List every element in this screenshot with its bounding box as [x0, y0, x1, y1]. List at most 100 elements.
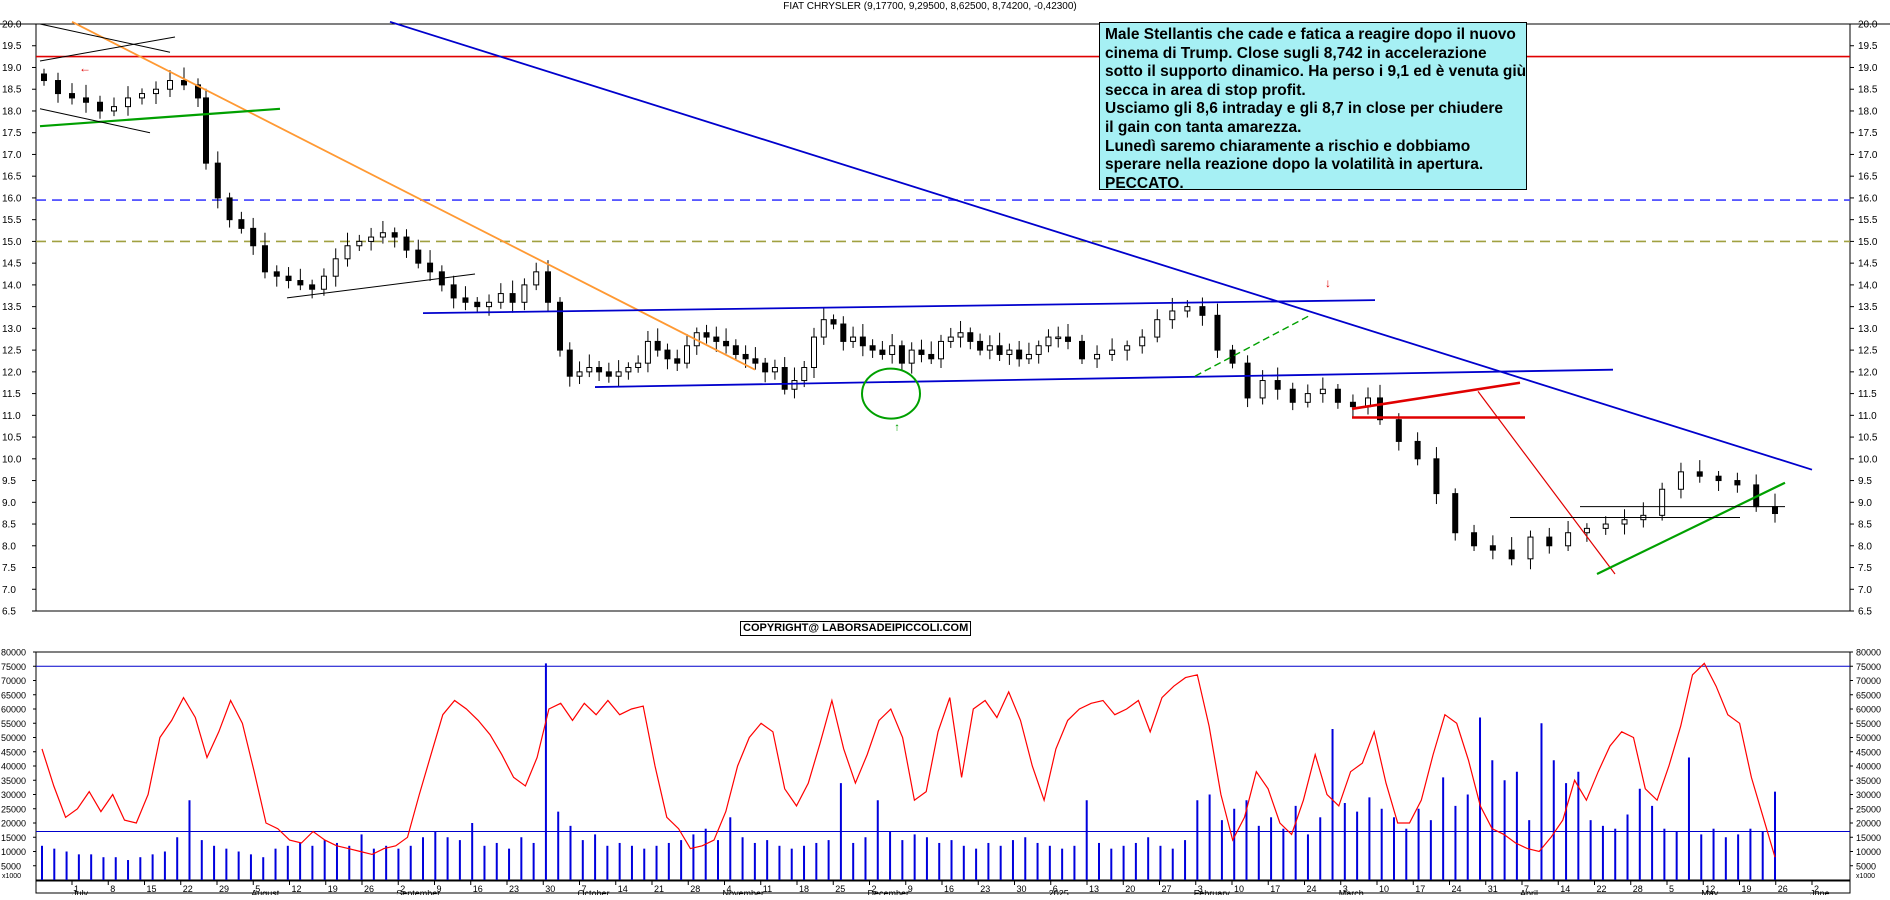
candle-body — [309, 284, 316, 290]
day-tick-label: 16 — [473, 884, 483, 894]
month-label: May — [1701, 888, 1719, 895]
candle-body — [1139, 336, 1146, 347]
day-tick-label: 25 — [835, 884, 845, 894]
price-tick-label-right: 8.5 — [1858, 520, 1872, 531]
day-tick-label: 3 — [1343, 884, 1348, 894]
candle-body — [181, 80, 187, 86]
volume-unit-label: x1000 — [2, 873, 21, 880]
day-tick-label: 14 — [618, 884, 628, 894]
candle-body — [533, 271, 540, 286]
candle-body — [1006, 349, 1013, 355]
candle-body — [596, 367, 603, 373]
volume-tick-label-right: 80000 — [1856, 648, 1881, 658]
price-tick-label-right: 18.0 — [1858, 106, 1878, 117]
candle-body — [1602, 523, 1609, 529]
day-tick-label: 15 — [147, 884, 157, 894]
price-tick-label-right: 17.5 — [1858, 128, 1878, 139]
day-tick-label: 13 — [1089, 884, 1099, 894]
volume-tick-label-left: 50000 — [1, 733, 26, 743]
candle-body — [474, 301, 481, 308]
day-tick-label: 19 — [1742, 884, 1752, 894]
candle-body — [986, 345, 993, 351]
day-tick-label: 5 — [255, 884, 260, 894]
volume-tick-label-right: 45000 — [1856, 747, 1881, 757]
candle-body — [576, 371, 583, 377]
price-tick-label-right: 6.5 — [1858, 607, 1872, 618]
candle-body — [1621, 519, 1628, 525]
day-tick-label: 12 — [1705, 884, 1715, 894]
candle-body — [752, 358, 759, 364]
day-tick-label: 1 — [74, 884, 79, 894]
candle-body — [415, 249, 422, 264]
volume-tick-label-right: 60000 — [1856, 705, 1881, 715]
volume-tick-label-right: 35000 — [1856, 776, 1881, 786]
candle-body — [1289, 388, 1296, 403]
candle-body — [1035, 345, 1042, 355]
orange-downtrend-line — [71, 21, 756, 371]
day-tick-label: 22 — [1597, 884, 1607, 894]
candle-body — [840, 323, 847, 342]
candle-body — [1016, 349, 1023, 360]
candle-body — [1079, 340, 1085, 360]
candle-body — [55, 80, 61, 95]
day-tick-label: 30 — [545, 884, 555, 894]
candle-body — [967, 332, 974, 342]
price-tick-label-left: 7.5 — [2, 563, 16, 574]
candle-body — [1334, 388, 1341, 403]
candle-body — [332, 258, 339, 277]
price-tick-label-left: 10.5 — [2, 433, 22, 444]
month-label: February — [1194, 888, 1231, 895]
analysis-line: Usciamo gli 8,6 intraday e gli 8,7 in cl… — [1105, 100, 1503, 118]
day-tick-label: 28 — [690, 884, 700, 894]
price-tick-label-right: 14.0 — [1858, 280, 1878, 291]
price-tick-label-left: 11.0 — [2, 411, 21, 422]
candle-body — [285, 275, 292, 282]
price-tick-label-left: 14.0 — [2, 280, 22, 291]
candle-body — [344, 245, 351, 260]
price-tick-label-right: 7.5 — [1858, 563, 1872, 574]
volume-tick-label-left: 20000 — [1, 819, 26, 829]
candle-body — [214, 162, 221, 199]
candle-body — [1045, 336, 1052, 347]
day-tick-label: 10 — [1379, 884, 1389, 894]
day-tick-label: 2 — [1814, 884, 1819, 894]
volume-tick-label-right: 5000 — [1856, 861, 1876, 871]
candle-body — [1527, 536, 1534, 560]
volume-tick-label-left: 60000 — [1, 705, 26, 715]
candle-body — [654, 340, 661, 351]
volume-tick-label-left: 30000 — [1, 790, 26, 800]
volume-tick-label-left: 75000 — [1, 662, 26, 672]
volume-tick-label-left: 70000 — [1, 676, 26, 686]
day-tick-label: 26 — [364, 884, 374, 894]
price-tick-label-right: 15.0 — [1858, 237, 1878, 248]
candle-body — [928, 353, 935, 360]
candle-body — [781, 367, 788, 390]
price-tick-label-left: 14.5 — [2, 259, 22, 270]
copyright-label: COPYRIGHT@ LABORSADEIPICCOLI.COM — [740, 621, 972, 636]
channel-bottom-line — [594, 368, 1614, 388]
candle-body — [203, 97, 209, 164]
day-tick-label: 17 — [1415, 884, 1425, 894]
candle-body — [644, 340, 651, 364]
candle-body — [1154, 319, 1161, 338]
candle-body — [368, 236, 375, 242]
day-tick-label: 28 — [1633, 884, 1643, 894]
price-tick-label-left: 17.5 — [2, 128, 22, 139]
candle-body — [1055, 336, 1062, 340]
day-tick-label: 31 — [1488, 884, 1498, 894]
day-tick-label: 21 — [654, 884, 664, 894]
analysis-line: cinema di Trump. Close sugli 8,742 in ac… — [1105, 44, 1487, 62]
volume-tick-label-right: 40000 — [1856, 762, 1881, 772]
small-trend-line — [286, 273, 476, 299]
volume-bars-group — [41, 663, 1776, 880]
volume-tick-label-right: 70000 — [1856, 676, 1881, 686]
price-tick-label-right: 13.5 — [1858, 302, 1878, 313]
volume-tick-label-left: 25000 — [1, 804, 26, 814]
volume-tick-label-right: 15000 — [1856, 833, 1881, 843]
candle-body — [791, 380, 798, 390]
price-tick-label-left: 15.0 — [2, 237, 22, 248]
candle-body — [427, 262, 434, 273]
volume-tick-label-left: 35000 — [1, 776, 26, 786]
candle-body — [273, 271, 280, 277]
